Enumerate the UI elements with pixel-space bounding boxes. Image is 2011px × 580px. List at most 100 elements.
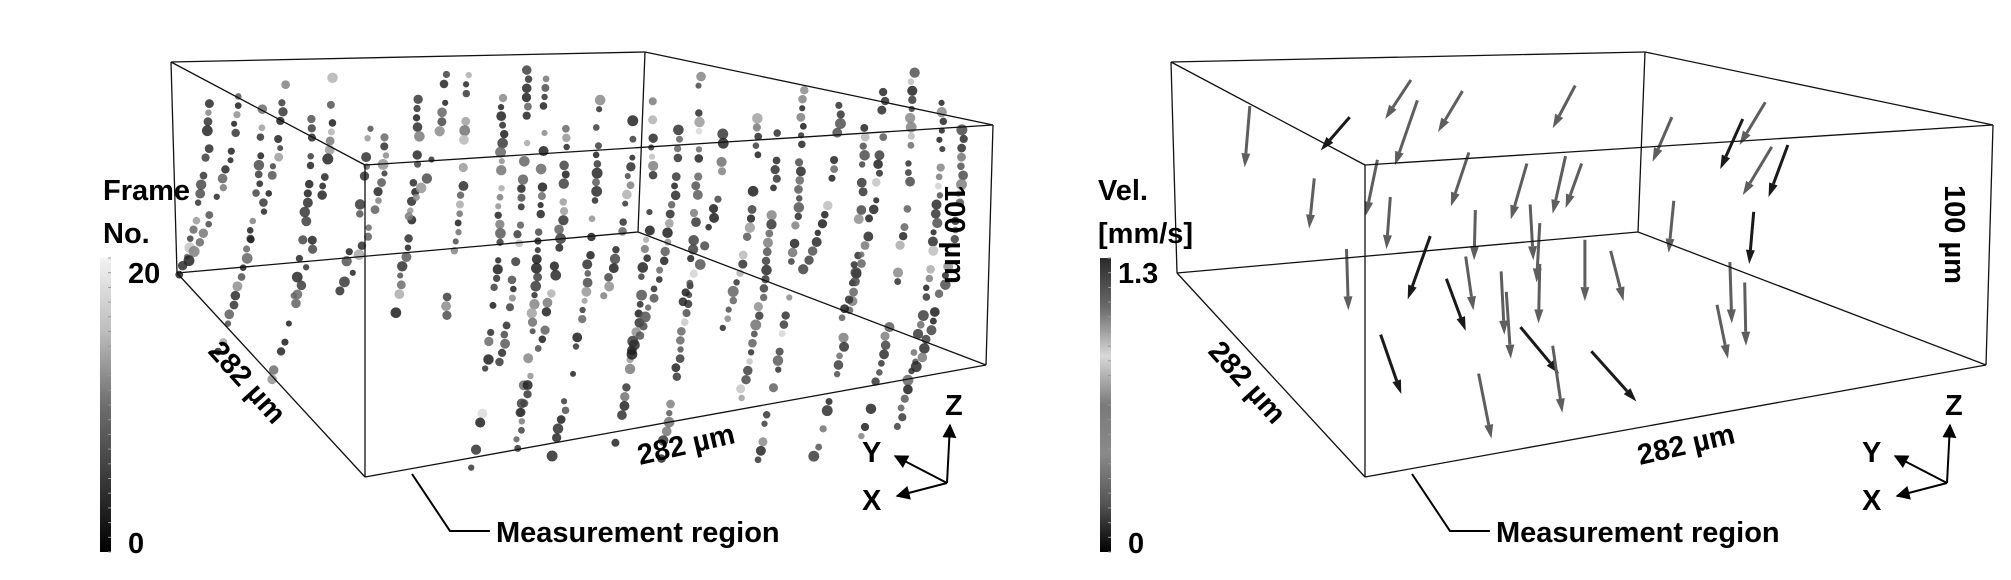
particle-dot — [856, 177, 867, 188]
particle-dot — [455, 200, 464, 209]
arrow-head — [1469, 246, 1479, 261]
particle-dot — [865, 403, 877, 415]
velocity-vectors — [1241, 79, 1790, 439]
particle-dot — [192, 216, 201, 225]
particle-dot — [919, 343, 930, 354]
particle-dot — [781, 311, 790, 320]
particle-dot — [252, 189, 260, 197]
particle-dot — [849, 287, 858, 297]
particle-dot — [772, 355, 784, 366]
box-edge — [1644, 51, 1994, 126]
particle-dot — [513, 436, 520, 443]
particle-dot — [858, 187, 868, 197]
particle-dot — [770, 184, 777, 192]
arrow-head — [1742, 180, 1754, 196]
particle-dot — [298, 235, 308, 245]
particle-dot — [687, 254, 695, 263]
particle-dot — [795, 176, 805, 185]
velocity-arrow — [1385, 196, 1392, 236]
particle-dot — [705, 223, 712, 231]
particle-dot — [850, 261, 858, 269]
particle-dot — [959, 134, 968, 144]
particle-dot — [691, 217, 701, 228]
particle-dot — [799, 122, 807, 130]
particle-dot — [748, 338, 757, 348]
particle-dot — [194, 199, 202, 206]
callout-leader-line — [411, 473, 490, 532]
particle-dot — [497, 103, 505, 111]
particle-dot — [850, 267, 862, 279]
particle-dot — [572, 343, 580, 350]
particle-dot — [910, 361, 922, 373]
x-axis-arrow — [1895, 482, 1948, 500]
colorbar-min-label: 0 — [1128, 528, 1144, 560]
particle-dot — [539, 102, 548, 110]
particle-dot — [894, 278, 902, 286]
particle-dot — [492, 274, 501, 283]
particle-dot — [908, 95, 917, 105]
particle-dot — [278, 107, 288, 117]
particle-dot — [925, 274, 934, 283]
particle-dot — [672, 372, 682, 381]
particle-dot — [675, 354, 685, 363]
particle-dot — [832, 127, 843, 138]
particle-dot — [413, 94, 423, 104]
particle-dot — [907, 132, 915, 140]
particle-dot — [452, 238, 459, 245]
particle-dot — [733, 279, 740, 286]
particle-dot — [361, 152, 372, 163]
z-axis-arrow — [1942, 423, 1957, 484]
velocity-arrow — [1748, 146, 1774, 184]
callout-leader-line — [1411, 473, 1490, 532]
particle-dot — [339, 276, 350, 288]
particle-dot — [521, 83, 532, 94]
particle-dot — [688, 235, 699, 246]
particle-dot — [390, 307, 402, 319]
particle-dot — [198, 228, 209, 238]
particle-dot — [596, 106, 603, 113]
colorbar-title: No. — [103, 218, 150, 250]
particle-dot — [546, 450, 558, 462]
particle-dot — [542, 297, 553, 308]
particle-dot — [649, 293, 659, 303]
particle-dot — [195, 188, 206, 199]
particle-dot — [626, 181, 635, 190]
particle-dot — [794, 212, 802, 221]
particle-dot — [541, 129, 548, 137]
particle-dot — [619, 400, 630, 411]
particle-dot — [500, 330, 509, 339]
particle-dot — [917, 310, 929, 321]
particle-dot — [746, 214, 756, 223]
particle-dot — [746, 358, 753, 365]
particle-dot — [875, 169, 883, 177]
particle-dot — [939, 117, 948, 126]
arrow-head — [1665, 238, 1675, 253]
colorbar-title: Frame — [103, 175, 190, 207]
particle-dot — [195, 179, 207, 190]
measurement-region-label: Measurement region — [1496, 517, 1780, 549]
velocity-arrow — [1528, 204, 1535, 247]
particle-dot — [578, 314, 587, 324]
particle-dot — [205, 220, 213, 228]
particle-dot — [694, 154, 704, 163]
particle-dot — [858, 432, 865, 440]
particle-dot — [772, 156, 781, 165]
particle-dot — [880, 96, 890, 106]
particle-dot — [604, 281, 615, 292]
particle-dot — [880, 331, 890, 341]
particle-dot — [541, 93, 548, 101]
particle-dot — [256, 180, 264, 188]
particle-dot — [815, 443, 823, 451]
particle-dot — [871, 377, 880, 386]
particle-dot — [898, 413, 907, 422]
particle-dot — [819, 425, 827, 433]
velocity-arrow — [1668, 200, 1676, 240]
z-axis-label: Z — [945, 390, 963, 422]
particle-dot — [524, 75, 533, 83]
particle-dot — [940, 279, 951, 290]
particle-dot — [382, 152, 390, 159]
particle-dot — [727, 285, 739, 297]
particle-dot — [205, 109, 212, 116]
box-edge — [170, 51, 646, 63]
